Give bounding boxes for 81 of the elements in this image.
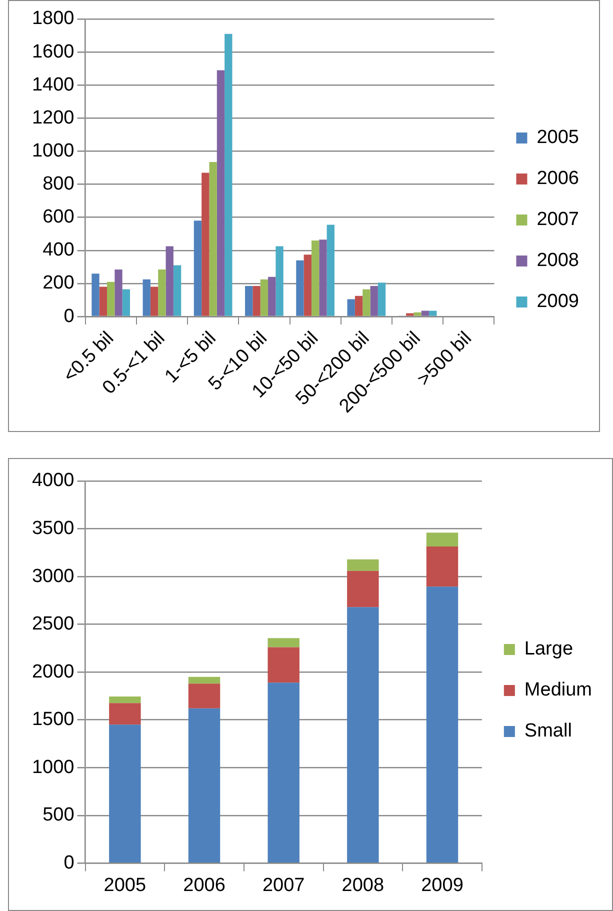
bar — [304, 254, 312, 316]
bar — [158, 269, 166, 316]
y-tick-label: 3000 — [32, 566, 74, 587]
bar — [296, 260, 304, 316]
y-tick-label: 2500 — [32, 614, 74, 635]
bar — [319, 240, 327, 316]
legend-label: 2007 — [536, 209, 580, 230]
bar — [378, 282, 386, 316]
y-tick-label: 3500 — [32, 518, 74, 540]
bar — [216, 70, 225, 316]
x-tick-label: 2008 — [342, 874, 384, 896]
bar — [370, 286, 378, 316]
bar — [268, 276, 276, 316]
y-tick-label: 500 — [42, 804, 74, 826]
bar — [347, 559, 379, 571]
bar — [268, 638, 300, 648]
bar — [347, 570, 379, 608]
bar — [311, 240, 320, 316]
y-tick-label: 1400 — [32, 74, 74, 96]
bar — [347, 299, 355, 316]
legend-label: 2009 — [536, 291, 580, 312]
bar — [326, 224, 334, 316]
y-tick-label: 1500 — [32, 709, 74, 730]
bar — [224, 34, 232, 316]
bar — [194, 220, 202, 316]
legend-label: 2005 — [536, 127, 580, 148]
bar — [268, 682, 300, 863]
bar — [188, 684, 220, 708]
y-tick-label: 600 — [42, 206, 74, 228]
bar — [188, 676, 220, 684]
bar — [109, 696, 141, 704]
y-tick-label: 200 — [42, 272, 74, 294]
bar — [252, 286, 260, 316]
x-tick-label: 2009 — [421, 874, 464, 896]
bar — [188, 708, 220, 863]
bar — [99, 286, 107, 316]
bar — [426, 532, 458, 546]
bar — [109, 724, 141, 863]
y-tick-label: 1200 — [32, 107, 74, 128]
y-tick-label: 1000 — [32, 140, 74, 162]
x-tick-label: 2007 — [262, 874, 305, 896]
y-tick-label: 2000 — [32, 661, 74, 682]
y-tick-label: 400 — [42, 240, 74, 261]
legend-label: 2006 — [536, 168, 580, 190]
x-tick-label: 2005 — [104, 874, 146, 896]
bar — [429, 310, 437, 316]
bar — [276, 246, 284, 316]
bar — [268, 647, 300, 683]
x-tick-label: 2006 — [183, 874, 226, 896]
bar — [122, 289, 130, 316]
y-tick-label: 0 — [64, 306, 74, 327]
bar — [260, 279, 268, 316]
legend-label: 2008 — [536, 250, 580, 272]
bar — [150, 286, 158, 316]
bar — [414, 312, 422, 316]
bar — [109, 703, 141, 725]
bar — [426, 586, 458, 863]
bar — [209, 162, 217, 316]
y-tick-label: 1000 — [32, 756, 74, 778]
bar — [202, 172, 210, 316]
y-tick-label: 800 — [42, 174, 74, 195]
bar — [173, 265, 182, 316]
legend-label: Small — [524, 720, 572, 742]
bar — [142, 279, 150, 316]
bar — [426, 546, 458, 587]
y-tick-label: 0 — [64, 852, 74, 874]
bar — [406, 313, 414, 316]
bar — [106, 282, 115, 316]
bar — [166, 246, 174, 316]
bar — [347, 607, 379, 863]
y-tick-label: 1800 — [32, 8, 74, 30]
bar — [245, 286, 253, 316]
bar — [421, 310, 430, 316]
y-tick-label: 1600 — [32, 41, 74, 62]
legend-label: Medium — [524, 680, 592, 701]
bar — [114, 269, 122, 316]
y-tick-label: 4000 — [32, 470, 74, 492]
bar — [362, 289, 370, 316]
bar — [354, 296, 363, 316]
bar — [92, 274, 100, 316]
legend-label: Large — [524, 638, 574, 660]
